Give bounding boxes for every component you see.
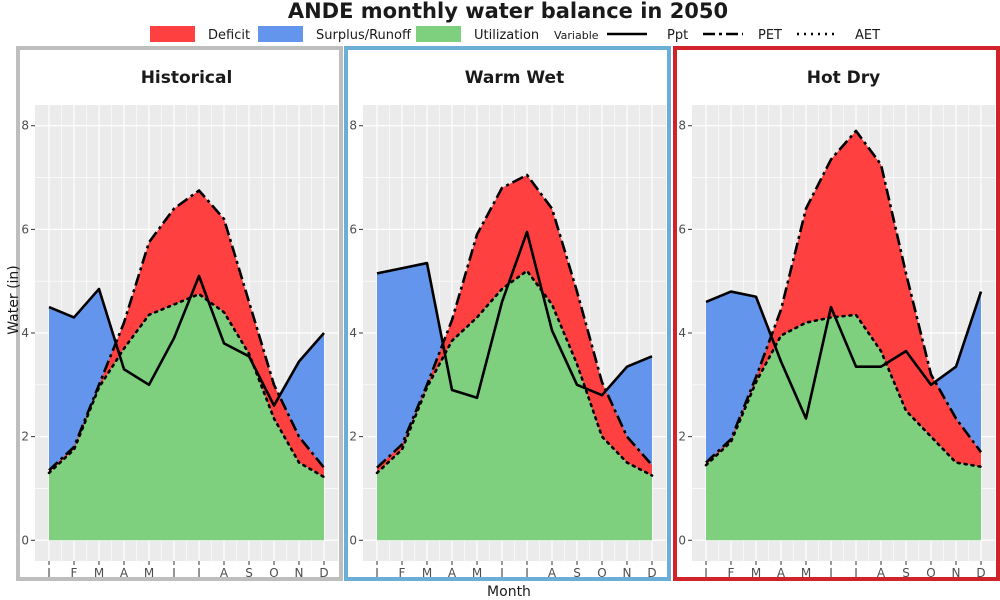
x-tick-label: A	[777, 566, 786, 580]
panel-historical: 0 2 4 6 8 J F M A M J J A S O N D Historical	[16, 46, 343, 581]
x-tick-label: A	[120, 566, 129, 580]
y-tick-label: 4	[21, 326, 29, 340]
facet-panels: 0 2 4 6 8 J F M A M J J A S O N D Historical 0 2 4 6 8 J F M A M J J A…	[16, 46, 1000, 581]
x-tick-label: O	[926, 566, 935, 580]
x-tick-label: A	[877, 566, 886, 580]
x-tick-label: J	[46, 566, 51, 580]
x-tick-label: N	[295, 566, 304, 580]
aet-line	[704, 313, 983, 468]
y-tick-label: 0	[349, 533, 357, 547]
x-tick-label: J	[374, 566, 379, 580]
legend-variable-title: Variable	[554, 29, 599, 42]
legend-label: Surplus/Runoff	[316, 28, 412, 43]
deficit-area	[49, 190, 324, 478]
pet-line	[705, 129, 983, 464]
x-tick-label: F	[399, 566, 406, 580]
x-tick-label: D	[319, 566, 328, 580]
utilization-area	[706, 314, 981, 541]
x-tick-label: F	[71, 566, 78, 580]
legend: Deficit Surplus/Runoff Utilization Variable…	[150, 26, 880, 43]
deficit-area	[706, 130, 981, 467]
x-tick-label: J	[828, 566, 833, 580]
x-tick-label: O	[269, 566, 278, 580]
x-tick-label: M	[144, 566, 154, 580]
x-tick-label: A	[448, 566, 457, 580]
legend-key-0	[150, 26, 195, 42]
deficit-area	[377, 174, 652, 476]
x-tick-label: N	[952, 566, 961, 580]
chart-title: ANDE monthly water balance in 2050	[288, 0, 728, 23]
pet-line	[48, 189, 326, 472]
panel-title: Hot Dry	[807, 68, 881, 88]
y-tick-label: 2	[21, 430, 29, 444]
legend-label: Utilization	[474, 28, 539, 43]
panel-title: Warm Wet	[465, 68, 564, 88]
y-tick-label: 0	[21, 533, 29, 547]
x-tick-label: A	[220, 566, 229, 580]
y-tick-label: 6	[678, 222, 686, 236]
y-tick-label: 2	[678, 430, 686, 444]
legend-label: Deficit	[208, 28, 250, 43]
utilization-area	[49, 294, 324, 541]
x-tick-label: J	[196, 566, 201, 580]
panel-frame	[16, 46, 343, 581]
panel-frame	[673, 46, 1000, 581]
panel-hot-dry: 0 2 4 6 8 J F M A M J J A S O N D Hot Dry	[673, 46, 1000, 581]
y-tick-label: 8	[349, 119, 357, 133]
y-tick-label: 8	[678, 119, 686, 133]
utilization-area	[377, 270, 652, 541]
x-tick-label: M	[751, 566, 761, 580]
x-tick-label: M	[94, 566, 104, 580]
x-tick-label: D	[647, 566, 656, 580]
x-tick-label: S	[573, 566, 581, 580]
y-axis-label: Water (in)	[6, 265, 22, 335]
x-tick-label: A	[548, 566, 557, 580]
y-tick-label: 6	[349, 222, 357, 236]
x-tick-label: J	[171, 566, 176, 580]
y-tick-label: 0	[678, 533, 686, 547]
x-tick-label: F	[728, 566, 735, 580]
legend-key-2	[416, 26, 461, 42]
panel-warm-wet: 0 2 4 6 8 J F M A M J J A S O N D Warm Wet	[344, 46, 671, 581]
x-tick-label: D	[976, 566, 985, 580]
panel-title: Historical	[141, 68, 233, 88]
panel-frame	[344, 46, 671, 581]
x-tick-label: O	[597, 566, 606, 580]
ppt-line	[705, 290, 983, 420]
x-tick-label: M	[801, 566, 811, 580]
legend-label: Ppt	[667, 28, 688, 43]
x-tick-label: S	[245, 566, 253, 580]
x-tick-label: N	[623, 566, 632, 580]
x-tick-label: J	[524, 566, 529, 580]
ppt-line	[376, 230, 653, 400]
x-tick-label: M	[472, 566, 482, 580]
x-tick-label: M	[422, 566, 432, 580]
x-tick-label: J	[853, 566, 858, 580]
y-tick-label: 4	[678, 326, 686, 340]
x-tick-label: J	[499, 566, 504, 580]
y-tick-label: 8	[21, 119, 29, 133]
legend-label: AET	[855, 28, 880, 43]
legend-key-1	[258, 26, 303, 42]
y-tick-label: 2	[349, 430, 357, 444]
y-tick-label: 6	[21, 222, 29, 236]
y-tick-label: 4	[349, 326, 357, 340]
ppt-line	[48, 274, 325, 407]
x-tick-label: J	[703, 566, 708, 580]
x-axis-label: Month	[487, 584, 531, 600]
x-tick-label: S	[902, 566, 910, 580]
legend-label: PET	[758, 28, 782, 43]
